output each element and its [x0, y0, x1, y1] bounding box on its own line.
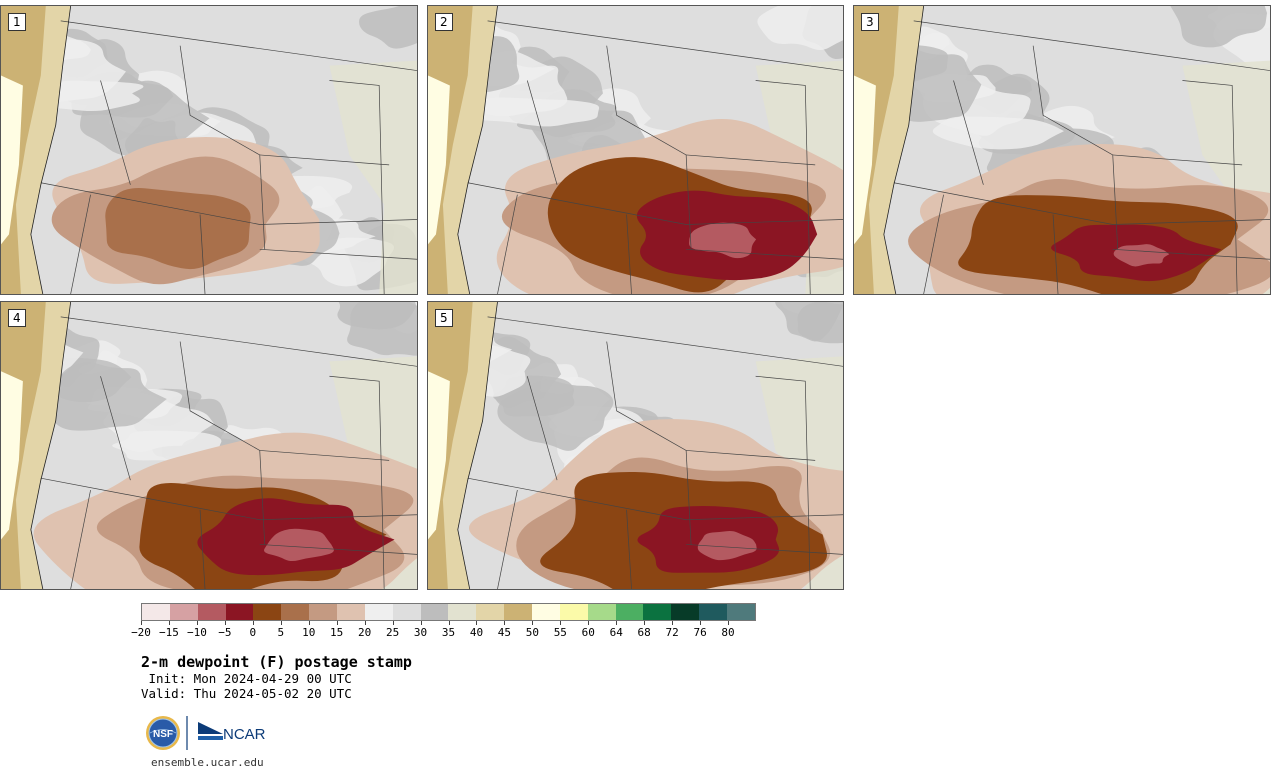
svg-text:NCAR: NCAR	[223, 726, 266, 743]
stamp-panel-3: 3	[853, 5, 1271, 295]
colorbar-tick-label: 15	[330, 626, 344, 639]
colorbar-tick-label: 30	[413, 626, 428, 639]
map-title: 2-m dewpoint (F) postage stamp	[141, 653, 412, 671]
stamp-panel-5: 5	[427, 301, 844, 590]
colorbar-swatch	[504, 604, 533, 620]
colorbar-swatch	[197, 604, 226, 620]
colorbar-tick-label: −10	[186, 626, 207, 639]
colorbar-tick-label: −5	[218, 626, 232, 639]
colorbar-tick	[168, 621, 170, 625]
colorbar-swatch	[587, 604, 616, 620]
colorbar-tick	[196, 621, 198, 625]
colorbar-tick-label: 40	[469, 626, 484, 639]
colorbar-swatch	[364, 604, 393, 620]
colorbar-tick	[224, 621, 226, 625]
colorbar-tick	[448, 621, 450, 625]
colorbar-tick-label: 76	[693, 626, 707, 639]
colorbar-ticks: −20 −15 −10 −5 0 5 10 15 20 25 30 35 40 45 50 55 60 64 68 7…	[131, 621, 756, 643]
colorbar-tick-label: 45	[497, 626, 512, 639]
colorbar-swatch	[420, 604, 449, 620]
colorbar-swatch	[253, 604, 282, 620]
colorbar-tick-label: 10	[302, 626, 316, 639]
svg-text:NSF: NSF	[153, 729, 173, 740]
colorbar-tick	[728, 621, 730, 625]
colorbar-tick	[420, 621, 422, 625]
colorbar-tick	[252, 621, 254, 625]
colorbar-tick	[700, 621, 702, 625]
colorbar-tick	[280, 621, 282, 625]
colorbar-tick-label: 20	[358, 626, 372, 639]
colorbar-tick	[588, 621, 590, 625]
colorbar-tick	[476, 621, 478, 625]
init-time: Init: Mon 2024-04-29 00 UTC	[141, 671, 352, 686]
colorbar-tick	[392, 621, 394, 625]
colorbar-tick-label: 60	[581, 626, 595, 639]
colorbar-tick	[336, 621, 338, 625]
colorbar-tick	[504, 621, 506, 625]
colorbar-tick	[672, 621, 674, 625]
colorbar-tick-label: 35	[441, 626, 456, 639]
ncar-logo: NCAR	[198, 722, 266, 743]
dewpoint-map-5	[428, 302, 843, 589]
colorbar-tick	[141, 621, 142, 625]
colorbar-tick-label: 68	[637, 626, 651, 639]
colorbar-tick	[616, 621, 618, 625]
panel-label: 3	[861, 13, 879, 31]
stamp-panel-1: 1	[0, 5, 418, 295]
colorbar-swatch	[476, 604, 505, 620]
dewpoint-map-3	[854, 6, 1270, 294]
colorbar-swatch	[699, 604, 728, 620]
colorbar-tick-label: 72	[665, 626, 679, 639]
colorbar-tick	[364, 621, 366, 625]
colorbar-swatch	[169, 604, 198, 620]
dewpoint-map-1	[1, 6, 417, 294]
colorbar-swatch	[392, 604, 421, 620]
colorbar-swatch	[142, 604, 170, 620]
colorbar-tick-label: 5	[277, 626, 285, 639]
colorbar-swatch	[615, 604, 644, 620]
dewpoint-map-4	[1, 302, 417, 589]
stamp-panel-2: 2	[427, 5, 844, 295]
colorbar-swatch	[309, 604, 338, 620]
website-url: ensemble.ucar.edu	[151, 756, 264, 769]
panel-label: 1	[8, 13, 26, 31]
colorbar-tick-label: −20	[131, 626, 151, 639]
colorbar-tick-label: 0	[249, 626, 257, 639]
colorbar-swatch	[337, 604, 365, 620]
colorbar-tick-label: 55	[553, 626, 567, 639]
logos: NSF NCAR	[145, 714, 275, 754]
panel-label: 5	[435, 309, 453, 327]
colorbar-swatch	[727, 604, 755, 620]
colorbar-tick	[532, 621, 534, 625]
colorbar-swatch	[225, 604, 254, 620]
stamp-panel-4: 4	[0, 301, 418, 590]
colorbar	[141, 603, 756, 621]
nsf-globe-logo: NSF	[146, 716, 180, 750]
panel-label: 4	[8, 309, 26, 327]
colorbar-swatch	[532, 604, 560, 620]
colorbar-tick-label: 64	[609, 626, 623, 639]
colorbar-tick-label: 80	[721, 626, 735, 639]
colorbar-tick	[560, 621, 562, 625]
colorbar-swatch	[281, 604, 310, 620]
colorbar-swatch	[559, 604, 588, 620]
colorbar-tick-label: 50	[525, 626, 539, 639]
colorbar-swatch	[671, 604, 700, 620]
valid-time: Valid: Thu 2024-05-02 20 UTC	[141, 686, 352, 701]
colorbar-swatch	[643, 604, 672, 620]
colorbar-tick-label: −15	[159, 626, 179, 639]
panel-label: 2	[435, 13, 453, 31]
colorbar-tick-label: 25	[385, 626, 400, 639]
colorbar-swatch	[448, 604, 477, 620]
dewpoint-map-2	[428, 6, 843, 294]
colorbar-tick	[308, 621, 310, 625]
colorbar-tick	[644, 621, 646, 625]
